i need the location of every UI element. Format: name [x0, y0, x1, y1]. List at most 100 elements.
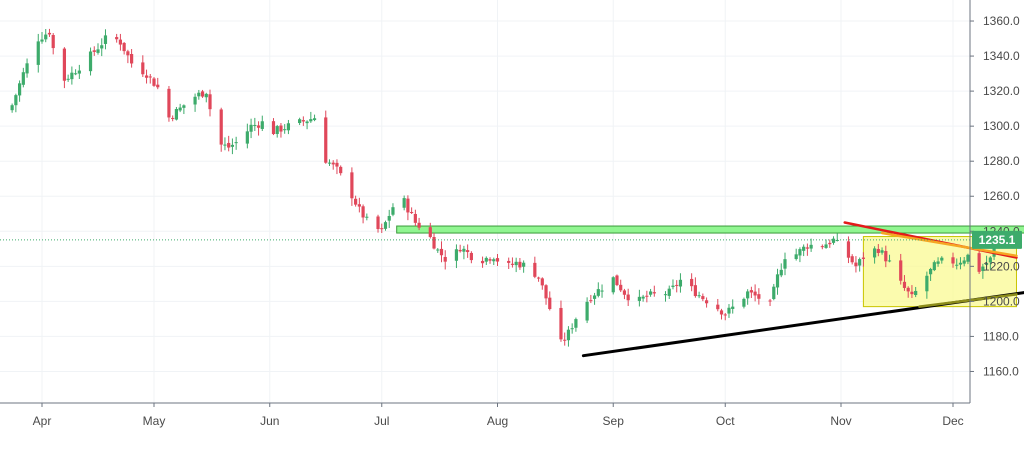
candle-body [253, 124, 257, 126]
candle-body [619, 284, 623, 291]
candle-body [880, 250, 884, 253]
candle-body [10, 105, 14, 111]
candle-body [74, 73, 78, 75]
candle-body [906, 287, 910, 292]
x-tick-label: May [143, 414, 166, 428]
y-tick-label: 1160.0 [983, 364, 1019, 378]
candle-body [174, 109, 179, 120]
candle-body [574, 319, 578, 328]
candle-body [432, 236, 436, 249]
candle-body [899, 260, 903, 281]
candle-body [249, 124, 253, 132]
candle-body [271, 121, 276, 135]
candle-body [144, 75, 149, 78]
candle-body [234, 142, 238, 144]
candle-body [861, 257, 865, 259]
candle-body [44, 34, 48, 40]
candle-body [462, 248, 466, 252]
candle-body [298, 119, 302, 124]
candle-body [675, 284, 679, 286]
candle-body [704, 300, 709, 304]
candle-body [820, 246, 824, 248]
candle-body [387, 216, 391, 221]
candle-body [439, 248, 444, 256]
candle-body [171, 117, 175, 119]
y-tick-label: 1200.0 [983, 294, 1020, 308]
candle-body [962, 260, 966, 264]
candle-body [339, 166, 343, 174]
candle-body [536, 277, 541, 279]
candle-body [693, 285, 697, 297]
candle-body [884, 251, 888, 262]
candle-body [126, 51, 130, 56]
candle-body [77, 70, 81, 74]
candle-body [600, 290, 604, 292]
candle-body [51, 35, 55, 49]
candle-body [245, 131, 249, 144]
x-tick-label: Apr [33, 414, 52, 428]
candle-body [716, 304, 720, 310]
candle-body [92, 50, 96, 52]
candle-body [872, 248, 877, 258]
candle-body [544, 285, 548, 299]
candle-body [858, 259, 862, 266]
candle-body [779, 269, 783, 276]
candle-body [637, 296, 641, 301]
candle-body [256, 125, 261, 128]
candle-body [413, 213, 417, 223]
candle-body [928, 268, 933, 275]
price-badge [972, 230, 1022, 249]
axes-layer: 1160.01180.01200.01220.01240.01260.01280… [0, 0, 1022, 428]
candle-body [492, 259, 496, 262]
candle-body [130, 54, 134, 64]
candle-body [854, 262, 858, 267]
candle-body [932, 262, 936, 271]
candle-body [200, 91, 205, 97]
candle-body [925, 275, 929, 292]
x-tick-label: Aug [487, 414, 508, 428]
trend-line-orange [880, 231, 1018, 258]
grid-layer [0, 0, 970, 403]
candle-body [417, 222, 421, 228]
candle-body [275, 126, 279, 134]
x-tick-label: Nov [830, 414, 851, 428]
candle-body [507, 260, 511, 263]
candle-body [410, 212, 414, 214]
candle-body [66, 78, 70, 80]
candle-body [615, 275, 619, 286]
candle-body [96, 49, 100, 53]
candle-body [723, 314, 727, 316]
candle-body [809, 244, 813, 249]
candle-body [981, 266, 985, 272]
candle-body [522, 262, 526, 267]
y-tick-label: 1260.0 [983, 189, 1020, 203]
candle-body [596, 289, 600, 296]
candle-body [566, 329, 571, 341]
candle-body [742, 298, 746, 307]
y-tick-label: 1180.0 [983, 329, 1019, 343]
candle-body [466, 250, 470, 253]
candle-body [514, 261, 518, 266]
candle-body [697, 295, 701, 297]
candle-body [376, 216, 380, 230]
candle-body [208, 94, 212, 110]
candle-body [260, 121, 264, 129]
candle-body [148, 76, 152, 78]
candle-body [283, 129, 287, 131]
candle-body [62, 48, 67, 81]
annotation-lines [0, 221, 1024, 358]
candle-body [783, 259, 787, 269]
candle-body [331, 162, 335, 165]
candle-body [279, 125, 283, 132]
candle-body [798, 249, 802, 256]
candle-body [585, 301, 589, 321]
y-tick-label: 1220.0 [983, 259, 1020, 273]
candle-body [887, 260, 892, 262]
candle-body [955, 264, 959, 266]
candle-body [824, 244, 828, 248]
candle-body [25, 63, 29, 74]
candle-body [876, 248, 880, 253]
candle-body [70, 72, 74, 80]
